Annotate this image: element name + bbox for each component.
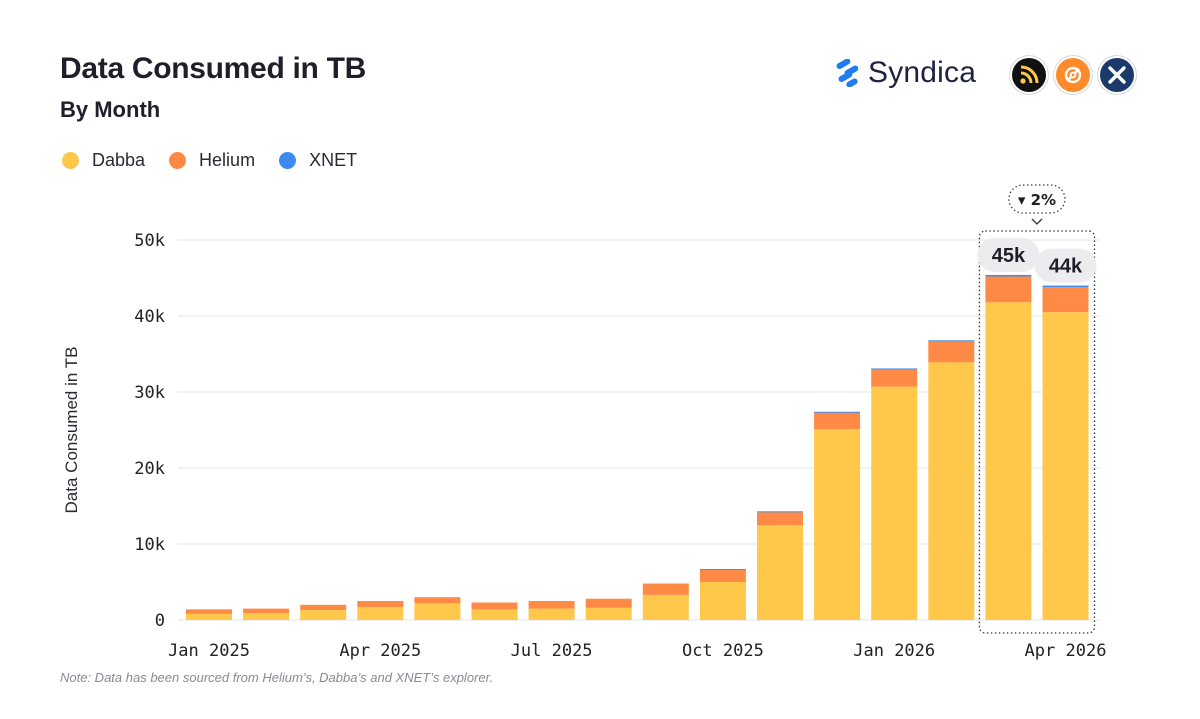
brand-logo: Syndica (836, 56, 976, 90)
chart-title: Data Consumed in TB (60, 52, 366, 85)
bar-helium-segment (528, 601, 575, 609)
bar-helium-segment (699, 569, 746, 582)
bar-helium-segment (871, 369, 918, 387)
total-label: 45k (992, 245, 1026, 267)
bar-dabba-segment (243, 613, 290, 620)
bar-dabba-segment (699, 582, 746, 620)
x-tick-label: Jan 2026 (853, 641, 935, 661)
legend-swatch-xnet (279, 152, 297, 169)
bar-dabba-segment (985, 302, 1032, 620)
bar-dabba-segment (528, 608, 575, 620)
syndica-logo-icon (836, 59, 859, 87)
change-label: ▾ 2% (1018, 191, 1056, 209)
bar-dabba-segment (585, 607, 632, 620)
legend-item-dabba: Dabba (62, 150, 145, 171)
legend-swatch-helium (169, 152, 187, 169)
helium-icon (1056, 58, 1090, 92)
xnet-icon (1100, 58, 1134, 92)
change-badge (1008, 184, 1066, 214)
bar-dabba-segment (186, 613, 232, 620)
bar-dabba-segment (300, 610, 347, 620)
bar-helium-segment (357, 601, 404, 608)
bar-helium-segment (300, 604, 347, 611)
x-tick-label: Oct 2025 (682, 641, 764, 661)
bar-dabba-segment (814, 429, 861, 620)
bar-helium-segment (928, 341, 975, 363)
bar-dabba-segment (1042, 312, 1089, 620)
dabba-icon (1012, 58, 1046, 92)
y-tick-label: 20k (134, 459, 165, 479)
bar-xnet-segment (1042, 285, 1089, 288)
legend-item-xnet: XNET (279, 150, 357, 171)
bar-dabba-segment (871, 386, 918, 620)
bar-dabba-segment (757, 525, 803, 620)
bar-helium-segment (243, 608, 290, 614)
x-tick-label: Apr 2025 (339, 641, 421, 661)
legend-label-helium: Helium (199, 150, 256, 170)
x-tick-label: Apr 2026 (1025, 641, 1107, 661)
y-tick-label: 30k (134, 383, 165, 403)
bar-helium-segment (471, 602, 518, 610)
bar-helium-segment (757, 512, 803, 525)
bar-dabba-segment (642, 594, 689, 620)
x-tick-label: Jan 2025 (168, 641, 250, 661)
bar-xnet-segment (871, 368, 918, 370)
bar-dabba-segment (471, 609, 518, 620)
chart-subtitle: By Month (60, 97, 161, 122)
bar-helium-segment (414, 597, 461, 604)
bar-xnet-segment (699, 569, 746, 571)
bar-helium-segment (186, 609, 232, 614)
brand-name: Syndica (868, 56, 977, 89)
legend: Dabba Helium XNET (62, 150, 381, 171)
bar-xnet-segment (985, 274, 1032, 277)
legend-item-helium: Helium (169, 150, 255, 171)
source-note: Note: Data has been sourced from Helium’… (60, 670, 494, 685)
total-label-pill (977, 237, 1040, 272)
total-label-pill (1034, 248, 1097, 283)
bar-helium-segment (1042, 287, 1089, 313)
legend-label-dabba: Dabba (92, 150, 146, 170)
x-tick-label: Jul 2025 (511, 641, 593, 661)
bar-dabba-segment (414, 603, 461, 620)
total-label: 44k (1049, 256, 1083, 278)
bar-helium-segment (585, 598, 632, 608)
y-tick-label: 40k (134, 307, 165, 327)
bar-dabba-segment (357, 607, 404, 620)
legend-label-xnet: XNET (309, 150, 358, 170)
bar-helium-segment (985, 276, 1032, 303)
bar-helium-segment (642, 583, 689, 595)
change-arrow-icon (1031, 218, 1043, 225)
bar-helium-segment (814, 412, 861, 430)
bar-xnet-segment (928, 340, 975, 342)
y-tick-label: 50k (134, 231, 165, 251)
bar-xnet-segment (757, 511, 803, 513)
legend-swatch-dabba (62, 152, 79, 169)
y-tick-label: 0 (155, 611, 165, 631)
bar-xnet-segment (814, 411, 861, 413)
bar-dabba-segment (928, 362, 975, 620)
y-tick-label: 10k (134, 535, 165, 555)
